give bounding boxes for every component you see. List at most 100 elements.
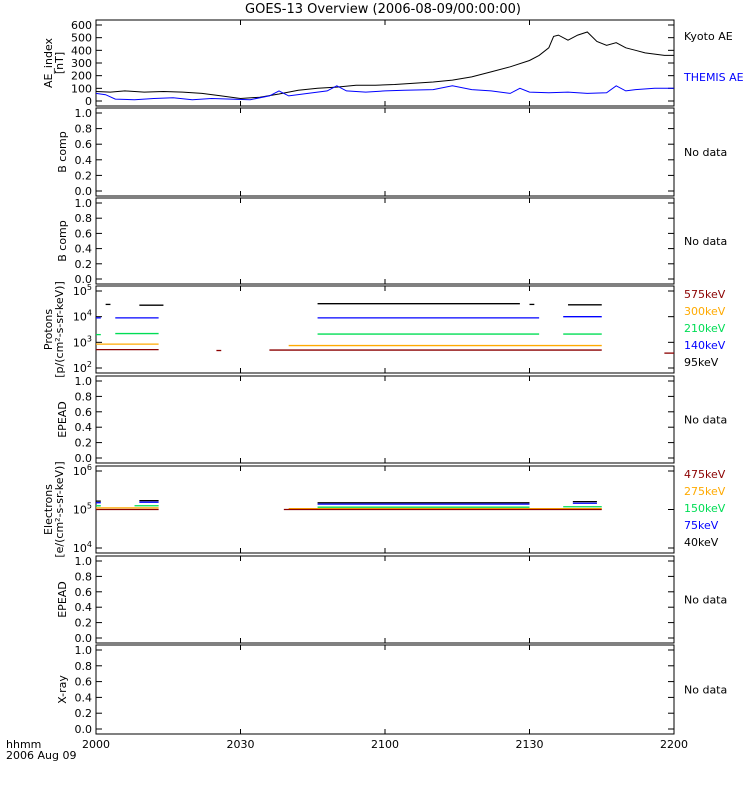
y-tick-label: 1.0 xyxy=(75,197,93,210)
y-tick-label: 300 xyxy=(71,57,92,70)
y-tick-label: 0.8 xyxy=(75,570,93,583)
y-tick-label: 600 xyxy=(71,19,92,32)
y-tick-exponent: 4 xyxy=(87,540,92,549)
y-tick-exponent: 4 xyxy=(87,309,92,318)
y-tick-label: 200 xyxy=(71,70,92,83)
y-tick-label: 0 xyxy=(85,95,92,108)
legend-150keV: 150keV xyxy=(684,502,726,515)
panel-electrons: Electrons[e/(cm²-s-sr-keV)] 106105104475k… xyxy=(42,461,726,557)
y-tick-label: 0.8 xyxy=(75,212,93,225)
y-tick-label: 1.0 xyxy=(75,107,93,120)
y-tick-label: 0.6 xyxy=(75,676,93,689)
y-axis-label: EPEAD xyxy=(56,581,69,618)
x-tick: 2130 xyxy=(516,20,544,751)
y-axis-label: AE_index xyxy=(42,37,55,88)
panel-frame xyxy=(95,285,675,374)
legend-210keV: 210keV xyxy=(684,322,726,335)
legend-300keV: 300keV xyxy=(684,305,726,318)
y-tick-label: 0.4 xyxy=(75,691,93,704)
y-tick-label: 0.6 xyxy=(75,406,93,419)
legend-140keV: 140keV xyxy=(684,339,726,352)
legend-575keV: 575keV xyxy=(684,288,726,301)
panel-frame xyxy=(95,644,675,735)
footer-time-format: hhmm xyxy=(6,738,41,751)
y-axis-label: B comp xyxy=(56,131,69,173)
y-axis-label: B comp xyxy=(56,220,69,262)
panel-frame xyxy=(95,555,675,644)
y-tick-label: 0.0 xyxy=(75,185,93,198)
y-tick-exponent: 3 xyxy=(87,334,92,343)
y-tick-label: 0.0 xyxy=(75,452,93,465)
y-tick-label: 0.2 xyxy=(75,437,93,450)
y-axis-label: [nT] xyxy=(53,52,66,74)
panel-frame xyxy=(95,375,675,464)
no-data-note: No data xyxy=(684,146,727,159)
x-tick-label: 2030 xyxy=(227,738,255,751)
y-tick-label: 0.2 xyxy=(75,169,93,182)
legend-475keV: 475keV xyxy=(684,468,726,481)
x-tick-label: 2130 xyxy=(516,738,544,751)
y-tick-label: 0.2 xyxy=(75,258,93,271)
y-tick-label: 0.6 xyxy=(75,586,93,599)
y-tick-exponent: 6 xyxy=(87,463,92,472)
panel-xray: X-ray 1.0 0.8 0.6 0.4 0.2 0.0 No data xyxy=(56,644,727,736)
y-axis-label: Protons xyxy=(42,309,55,350)
x-tick-label: 2100 xyxy=(371,738,399,751)
y-tick-label: 0.4 xyxy=(75,421,93,434)
legend-themis-ae: THEMIS AE xyxy=(683,71,744,84)
panel-epead1: EPEAD 1.0 0.8 0.6 0.4 0.2 0.0 No data xyxy=(56,375,727,465)
series-line-themis-ae xyxy=(95,85,674,101)
y-axis-label: EPEAD xyxy=(56,401,69,438)
y-axis-label: [e/(cm²-s-sr-keV)] xyxy=(53,461,66,557)
y-tick-label: 0.2 xyxy=(75,707,93,720)
y-tick-label: 0.8 xyxy=(75,660,93,673)
y-tick-label: 0.0 xyxy=(75,273,93,286)
y-axis-label: Electrons xyxy=(42,484,55,535)
y-tick-label: 0.2 xyxy=(75,617,93,630)
footer-date: 2006 Aug 09 xyxy=(6,749,76,762)
y-tick-label: 0.4 xyxy=(75,601,93,614)
y-tick-exponent: 5 xyxy=(87,283,92,292)
y-tick-exponent: 2 xyxy=(87,360,92,369)
no-data-note: No data xyxy=(684,414,727,427)
y-tick-label: 1.0 xyxy=(75,555,93,568)
panel-epead2: EPEAD 1.0 0.8 0.6 0.4 0.2 0.0 No data xyxy=(56,555,727,645)
plot-title: GOES-13 Overview (2006-08-09/00:00:00) xyxy=(245,2,521,17)
x-tick-label: 2000 xyxy=(82,738,110,751)
legend-275keV: 275keV xyxy=(684,485,726,498)
y-tick-label: 0.8 xyxy=(75,390,93,403)
no-data-note: No data xyxy=(684,235,727,248)
x-tick-label: 2200 xyxy=(660,738,688,751)
y-tick-label: 400 xyxy=(71,44,92,57)
no-data-note: No data xyxy=(684,684,727,697)
panel-stack: 2000 2030 2100 2130 2200AE_index[nT]60050040… xyxy=(42,19,744,751)
legend-40keV: 40keV xyxy=(684,536,719,549)
y-tick-label: 0.4 xyxy=(75,243,93,256)
y-tick-label: 0.0 xyxy=(75,632,93,645)
y-tick-label: 1.0 xyxy=(75,644,93,657)
y-tick-label: 0.4 xyxy=(75,154,93,167)
panel-bcomp2: B comp 1.0 0.8 0.6 0.4 0.2 0.0 No data xyxy=(56,197,727,286)
panel-frame xyxy=(95,107,675,197)
y-tick-label: 0.8 xyxy=(75,123,93,136)
legend-kyoto-ae: Kyoto AE xyxy=(684,30,733,43)
y-axis-label: X-ray xyxy=(56,675,69,704)
legend-75keV: 75keV xyxy=(684,519,719,532)
y-tick-label: 100 xyxy=(71,82,92,95)
panel-bcomp1: B comp 1.0 0.8 0.6 0.4 0.2 0.0 No data xyxy=(56,107,727,198)
legend-95keV: 95keV xyxy=(684,356,719,369)
x-tick: 2100 xyxy=(371,20,399,751)
y-tick-label: 0.0 xyxy=(75,723,93,736)
y-tick-label: 0.6 xyxy=(75,227,93,240)
y-axis-label: [p/(cm²-s-sr-keV)] xyxy=(53,281,66,378)
y-tick-label: 1.0 xyxy=(75,375,93,388)
y-tick-exponent: 5 xyxy=(87,502,92,511)
x-tick: 2030 xyxy=(227,20,255,751)
series-line-kyoto-ae xyxy=(95,31,674,100)
y-tick-label: 500 xyxy=(71,32,92,45)
panel-frame xyxy=(95,197,675,285)
y-tick-label: 0.6 xyxy=(75,138,93,151)
